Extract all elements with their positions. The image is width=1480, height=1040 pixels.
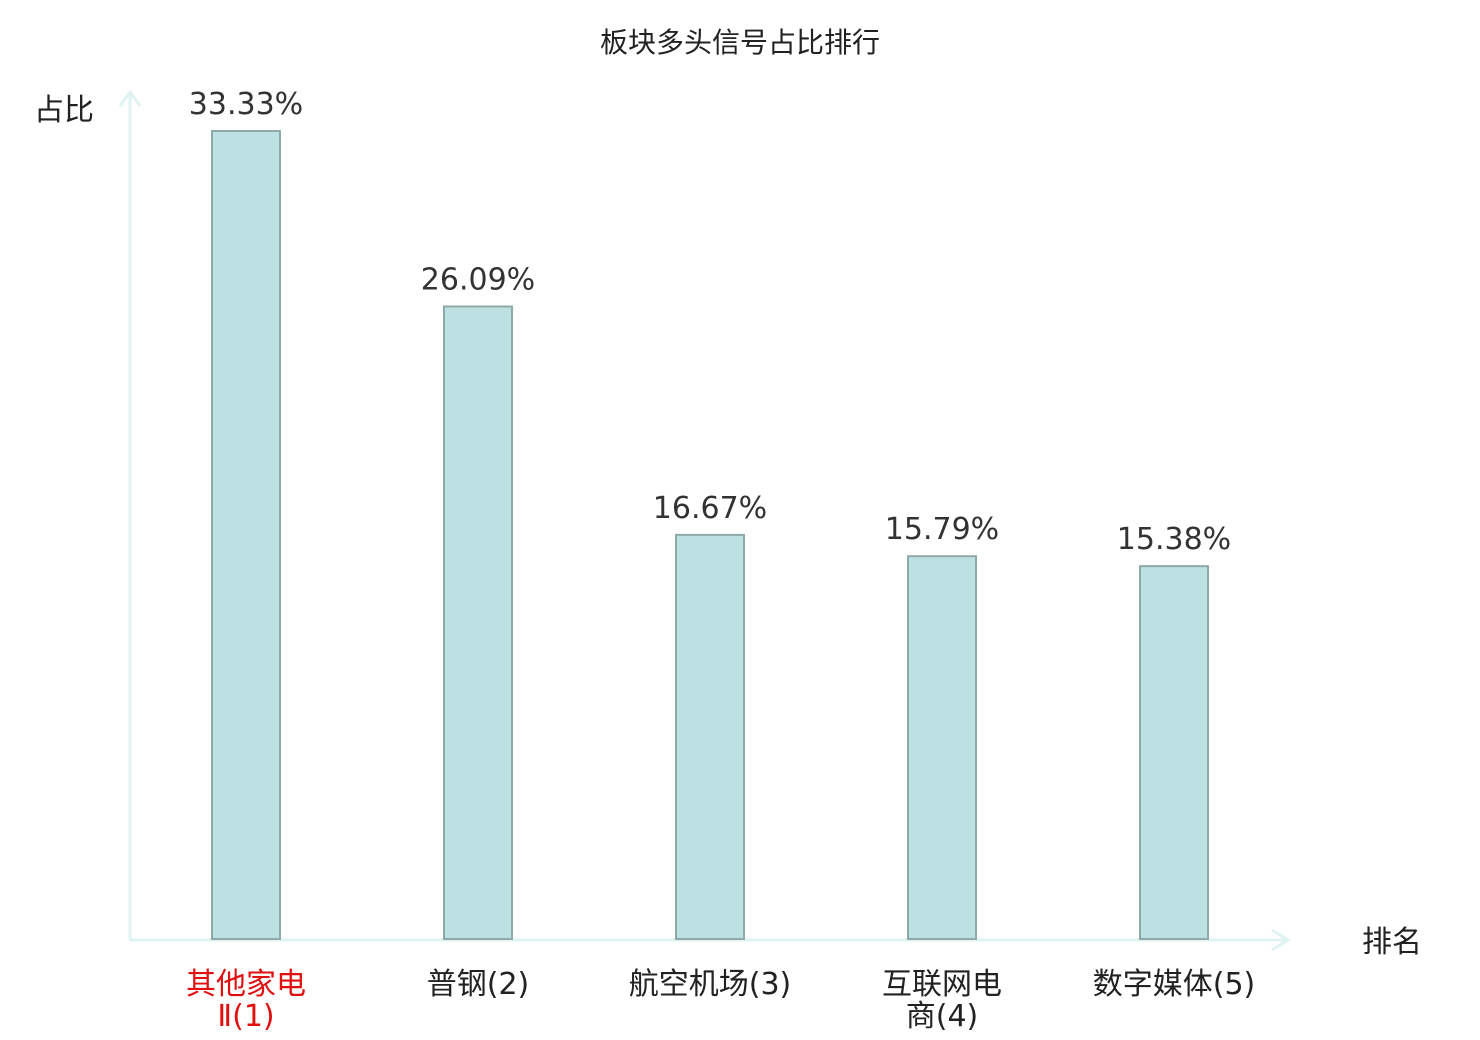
bar [675, 533, 745, 940]
category-label: 互联网电 [882, 967, 1002, 1002]
category-label: 航空机场(3) [629, 967, 792, 1002]
value-label: 33.33% [189, 87, 303, 122]
category-label: Ⅱ(1) [217, 999, 274, 1034]
value-label: 26.09% [421, 263, 535, 298]
category-label: 普钢(2) [427, 967, 530, 1002]
category-label: 商(4) [906, 999, 979, 1034]
bar [1139, 565, 1209, 940]
category-label: 数字媒体(5) [1093, 967, 1256, 1002]
category-label: 其他家电 [186, 967, 306, 1002]
bar [211, 130, 281, 940]
value-label: 15.79% [885, 512, 999, 547]
value-label: 16.67% [653, 491, 767, 526]
bar [443, 305, 513, 940]
y-axis-title: 占比 [34, 93, 94, 128]
value-label: 15.38% [1117, 522, 1231, 557]
x-axis-title: 排名 [1362, 925, 1422, 960]
chart-title: 板块多头信号占比排行 [600, 26, 880, 59]
y-axis-arrow [118, 89, 142, 107]
x-axis-arrow [1271, 928, 1291, 952]
bar [907, 555, 977, 940]
